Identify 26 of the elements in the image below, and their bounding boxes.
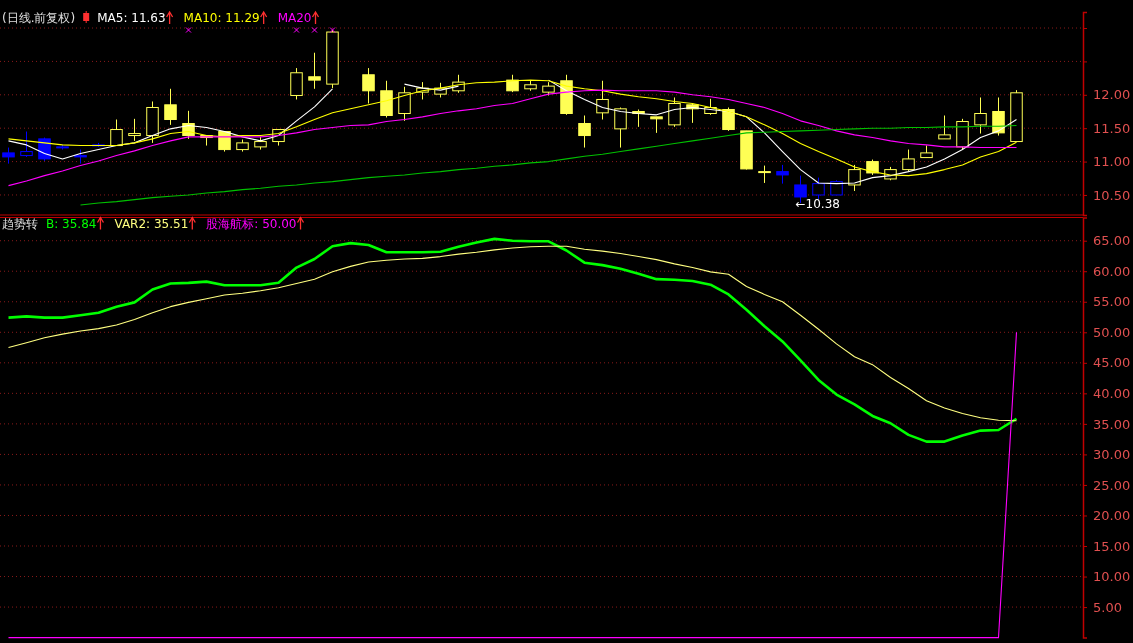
y-tick-label: 50.00 bbox=[1093, 324, 1131, 340]
text: B: 35.84 bbox=[46, 216, 97, 231]
y-tick-label: 60.00 bbox=[1093, 263, 1131, 279]
y-tick-label: 12.00 bbox=[1093, 87, 1131, 103]
y-tick-label: 65.00 bbox=[1093, 233, 1131, 249]
text: MA10: 11.29 bbox=[183, 11, 260, 25]
y-tick-label: 10.50 bbox=[1093, 187, 1131, 203]
text: 股海航标: 50.00 bbox=[206, 216, 297, 231]
text: MA20 bbox=[277, 11, 312, 25]
y-tick-label: 11.50 bbox=[1093, 120, 1131, 136]
y-tick-label: 25.00 bbox=[1093, 477, 1131, 493]
chart-title: 趋势转 bbox=[2, 216, 38, 231]
y-tick-label: 10.00 bbox=[1093, 569, 1131, 585]
y-tick-label: 45.00 bbox=[1093, 355, 1131, 371]
y-tick-label: 11.00 bbox=[1093, 154, 1131, 170]
y-tick-label: 15.00 bbox=[1093, 538, 1131, 554]
y-tick-label: 35.00 bbox=[1093, 416, 1131, 432]
y-tick-label: 40.00 bbox=[1093, 386, 1131, 402]
text: MA5: 11.63 bbox=[97, 11, 166, 25]
y-tick-label: 30.00 bbox=[1093, 447, 1131, 463]
y-tick-label: 20.00 bbox=[1093, 508, 1131, 524]
text: VAR2: 35.51 bbox=[114, 216, 189, 231]
chart-title: (日线.前复权) bbox=[2, 11, 76, 25]
y-tick-label: 55.00 bbox=[1093, 294, 1131, 310]
y-tick-label: 5.00 bbox=[1093, 599, 1122, 615]
annotation: ←10.38 bbox=[795, 196, 840, 211]
